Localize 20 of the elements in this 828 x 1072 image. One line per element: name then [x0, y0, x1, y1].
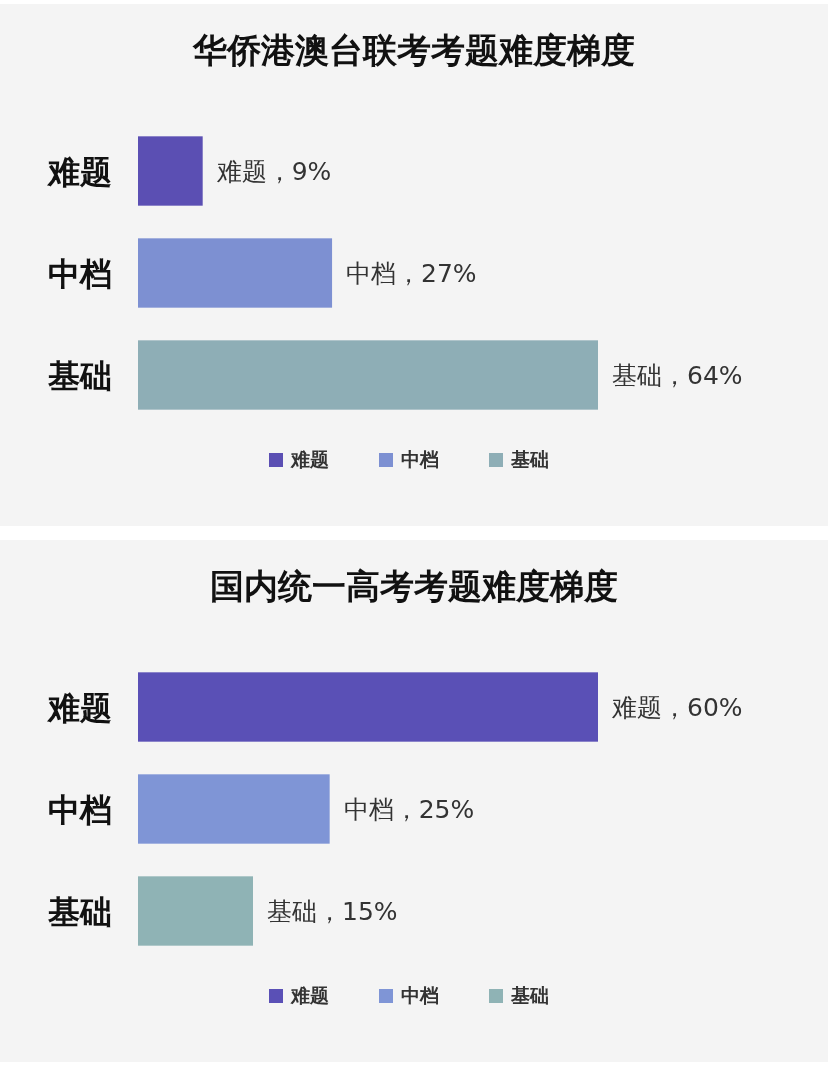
y-tick-label: 中档 [48, 791, 112, 829]
legend-label: 难题 [290, 984, 329, 1006]
data-label: 难题，60% [611, 693, 743, 722]
data-label: 基础，64% [612, 361, 743, 390]
legend-label: 基础 [510, 448, 549, 470]
chart-title: 华侨港澳台联考考题难度梯度 [192, 30, 635, 70]
y-tick-label: 难题 [46, 689, 112, 727]
data-label: 难题，9% [215, 157, 332, 186]
y-tick-label: 基础 [47, 357, 112, 395]
legend-label: 中档 [401, 448, 439, 470]
legend-label: 中档 [401, 984, 439, 1006]
legend-label: 基础 [510, 984, 549, 1006]
chart-title: 国内统一高考考题难度梯度 [210, 566, 618, 606]
y-tick-label: 中档 [48, 255, 112, 293]
y-tick-label: 基础 [47, 893, 112, 931]
y-tick-label: 难题 [46, 153, 112, 191]
data-label: 中档，27% [346, 259, 477, 288]
data-label: 基础，15% [267, 897, 398, 926]
legend-label: 难题 [290, 448, 329, 470]
data-label: 中档，25% [343, 795, 475, 824]
